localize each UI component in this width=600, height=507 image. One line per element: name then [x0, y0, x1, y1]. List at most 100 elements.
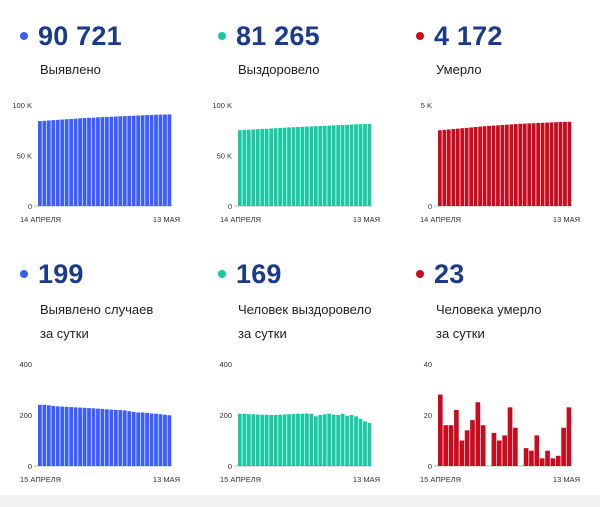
- x-tick-label: 15 АПРЕЛЯ: [20, 475, 61, 484]
- bar: [145, 115, 149, 206]
- bar: [46, 120, 51, 206]
- bar: [149, 413, 154, 466]
- bar: [255, 414, 260, 466]
- bar: [46, 405, 51, 466]
- bar: [331, 125, 336, 206]
- y-tick-label: 100 K: [212, 101, 232, 110]
- bar: [487, 125, 491, 206]
- bar: [238, 413, 242, 466]
- bar: [91, 408, 96, 466]
- bar: [131, 115, 136, 206]
- bar: [363, 421, 367, 466]
- bar: [367, 422, 372, 466]
- bar: [122, 410, 127, 466]
- bar: [64, 119, 69, 206]
- bar: [480, 425, 486, 466]
- bar: [242, 413, 247, 466]
- bar: [300, 126, 305, 206]
- total-recovered-panel: 81 265 Выздоровело: [218, 18, 408, 218]
- y-tick-label: 50 K: [17, 152, 32, 161]
- bar: [454, 409, 459, 466]
- bar: [60, 406, 65, 466]
- bar: [127, 411, 132, 466]
- bar: [131, 411, 136, 466]
- bar: [69, 407, 74, 466]
- bar: [96, 117, 100, 206]
- daily-recovered-stat: 169: [218, 256, 282, 292]
- bar: [113, 116, 118, 206]
- bar: [442, 129, 447, 206]
- bar: [242, 129, 247, 206]
- x-tick-label: 13 МАЯ: [153, 475, 180, 484]
- bar: [73, 118, 78, 206]
- bar: [358, 418, 363, 466]
- daily-deaths-value: 23: [434, 258, 465, 289]
- bar: [82, 118, 87, 206]
- bar: [287, 127, 291, 206]
- bar: [340, 124, 345, 206]
- daily-recovered-chart: 0 200 400 15 АПРЕЛЯ 13 МАЯ: [219, 360, 380, 484]
- bar: [322, 414, 327, 466]
- bar: [87, 117, 91, 206]
- bar: [460, 128, 465, 206]
- bar: [55, 119, 60, 206]
- bar: [136, 115, 141, 206]
- bar: [154, 114, 158, 206]
- x-tick-label: 13 МАЯ: [353, 215, 380, 224]
- bar: [78, 407, 82, 466]
- bar: [273, 128, 278, 206]
- bar: [470, 420, 475, 466]
- green-dot-icon: [218, 32, 226, 40]
- bar: [491, 432, 497, 466]
- bar: [550, 458, 556, 466]
- y-tick-label: 40: [424, 360, 432, 369]
- bar: [305, 413, 309, 466]
- bar: [163, 414, 167, 466]
- bar: [136, 412, 141, 466]
- bar: [455, 128, 460, 206]
- bar: [246, 414, 251, 466]
- bar: [563, 121, 567, 206]
- bar: [327, 413, 332, 466]
- bar: [554, 122, 558, 206]
- bar: [336, 415, 341, 466]
- bar: [318, 126, 323, 206]
- bar: [82, 407, 87, 466]
- bar: [296, 127, 300, 206]
- y-tick-label: 50 K: [217, 152, 232, 161]
- daily-recovered-value: 169: [236, 258, 282, 289]
- bar: [518, 123, 523, 206]
- daily-cases-chart: 0 200 400 15 АПРЕЛЯ 13 МАЯ: [19, 360, 180, 484]
- footer-bar: [0, 495, 600, 507]
- bar: [448, 425, 454, 466]
- bar: [282, 414, 287, 466]
- bar: [327, 125, 332, 206]
- total-cases-chart: 0 50 K 100 K 14 АПРЕЛЯ 13 МАЯ: [12, 101, 180, 224]
- bar: [540, 122, 545, 206]
- total-cases-label: Выявлено: [40, 62, 101, 77]
- bar: [100, 117, 105, 206]
- total-deaths-chart: 0 5 K 14 АПРЕЛЯ 13 МАЯ: [420, 101, 580, 224]
- bar: [305, 126, 309, 206]
- bar: [251, 129, 256, 206]
- y-tick-label: 5 K: [421, 101, 432, 110]
- bar: [109, 116, 114, 206]
- bar: [260, 128, 265, 206]
- bar: [482, 126, 487, 206]
- bar: [443, 425, 449, 466]
- bar: [309, 413, 314, 466]
- bar: [318, 415, 323, 466]
- bar: [367, 123, 372, 206]
- x-tick-label: 14 АПРЕЛЯ: [220, 215, 261, 224]
- bar: [464, 430, 470, 466]
- bar: [545, 450, 550, 466]
- total-deaths-panel: 4 172 Умерло: [416, 18, 600, 218]
- bar: [478, 126, 482, 206]
- y-tick-label: 0: [228, 202, 232, 211]
- bar: [555, 455, 561, 466]
- x-tick-label: 13 МАЯ: [553, 475, 580, 484]
- bar: [96, 408, 100, 466]
- daily-deaths-stat: 23: [416, 256, 464, 292]
- bar: [158, 414, 163, 466]
- bar: [531, 123, 536, 206]
